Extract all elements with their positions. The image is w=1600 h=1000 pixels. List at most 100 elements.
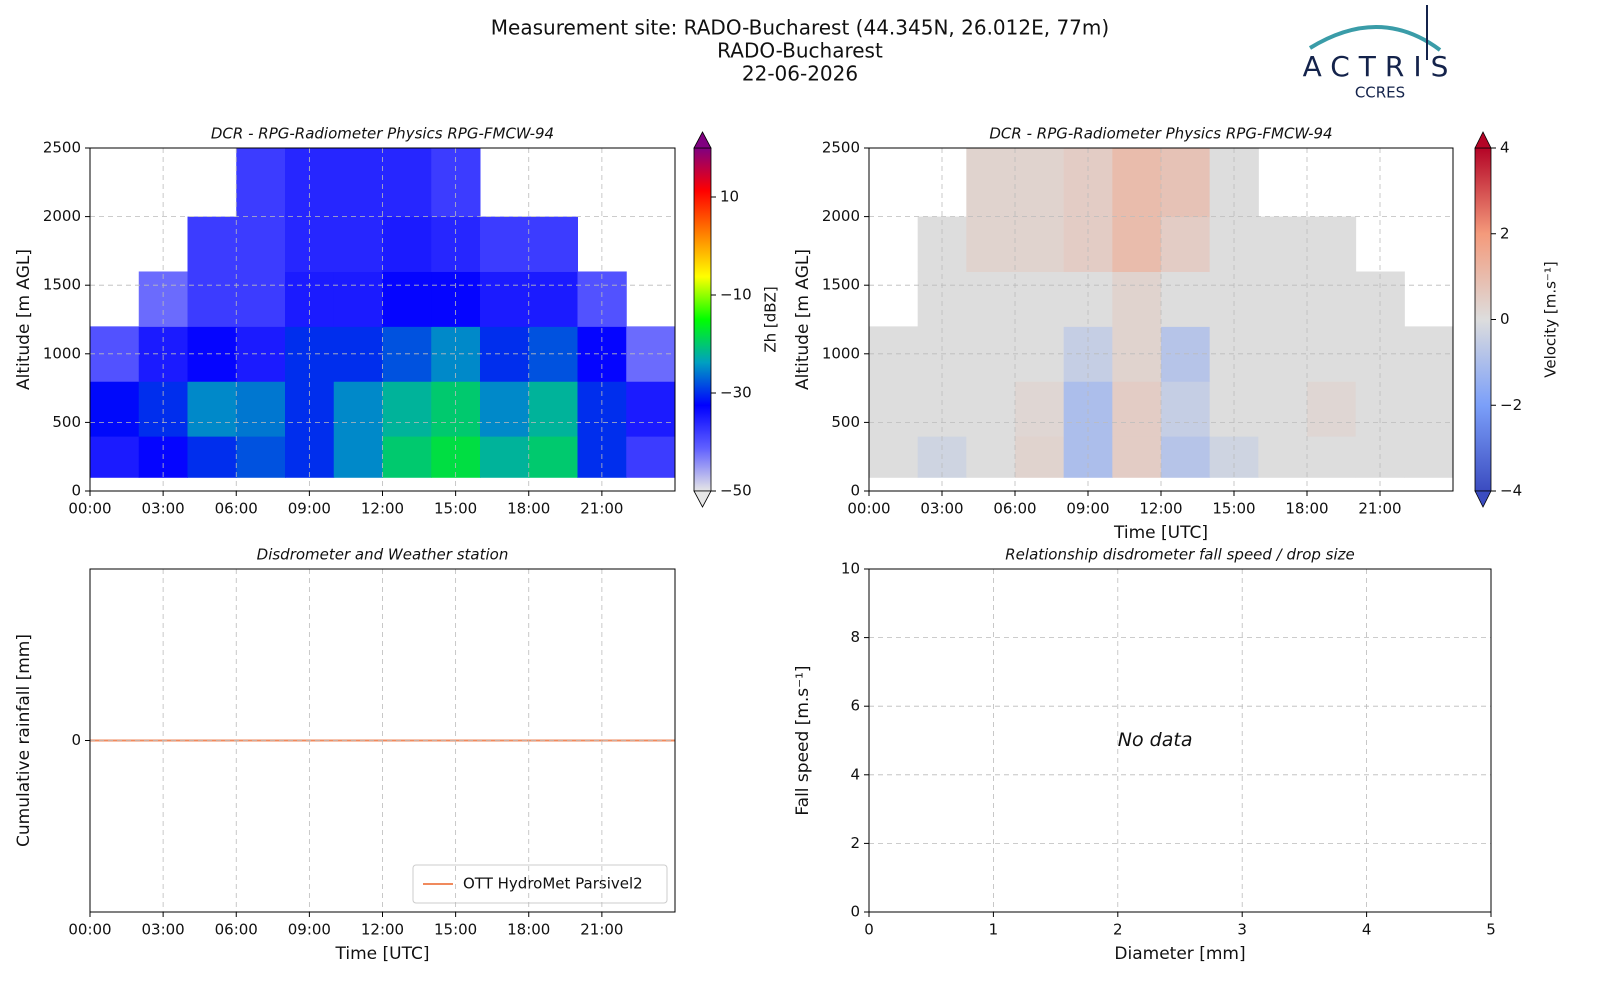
axes-frame [89, 568, 676, 913]
heatmap-cell [869, 381, 919, 437]
heatmap-cell [528, 271, 578, 327]
heatmap-cell [1258, 436, 1308, 478]
x-tick-label: 21:00 [580, 921, 623, 939]
heatmap-cell [431, 216, 481, 272]
y-tick-label: 4 [850, 765, 860, 783]
colorbar-tick-label: −10 [720, 286, 752, 304]
colorbar-tick-label: 4 [1500, 139, 1510, 157]
colorbar-label: Zh [dBZ] [762, 286, 780, 352]
heatmap-cell [1161, 436, 1211, 478]
heatmap-cell [1161, 271, 1211, 327]
x-tick-label: 0 [864, 921, 874, 939]
logo: ACTRIS CCRES [1303, 5, 1458, 102]
x-tick-label: 3 [1237, 921, 1247, 939]
heatmap-cell [333, 326, 383, 382]
heatmap-cell [1161, 381, 1211, 437]
heatmap-cell [382, 381, 432, 437]
heatmap-cell [966, 436, 1016, 478]
colorbar-extend [693, 490, 712, 508]
heatmap-cell [480, 436, 530, 478]
heatmap-cell [1112, 326, 1162, 382]
x-tick-label: 15:00 [1212, 500, 1255, 518]
colorbar-tick-label: −30 [720, 384, 752, 402]
heatmap-cell [480, 381, 530, 437]
heatmap-cell [285, 271, 335, 327]
heatmap-cell [966, 381, 1016, 437]
chart-title: Relationship disdrometer fall speed / dr… [1005, 546, 1355, 564]
heatmap-cell [528, 381, 578, 437]
x-tick-label: 03:00 [920, 500, 963, 518]
x-tick-label: 00:00 [68, 500, 111, 518]
heatmap-cell [577, 271, 627, 327]
legend-label: OTT HydroMet Parsivel2 [463, 875, 643, 893]
logo-subtext: CCRES [1355, 84, 1405, 102]
heatmap-cell [626, 436, 676, 478]
colorbar-tick-label: 10 [720, 188, 739, 206]
colorbar-extend [1474, 131, 1492, 149]
axes-frame [89, 147, 676, 492]
y-tick-label: 6 [850, 697, 860, 715]
heatmap-cell [869, 436, 919, 478]
x-tick-label: 03:00 [142, 500, 185, 518]
heatmap-cell [966, 216, 1016, 272]
x-tick-label: 1 [989, 921, 999, 939]
heatmap-cell [90, 381, 140, 437]
heatmap-cell [333, 271, 383, 327]
heatmap-cell [333, 381, 383, 437]
colorbar-extend [1474, 490, 1492, 508]
heatmap-cell [626, 381, 676, 437]
x-tick-label: 2 [1113, 921, 1123, 939]
heatmap-cell [1258, 216, 1308, 272]
heatmap-cell [1112, 381, 1162, 437]
figure-title: RADO-Bucharest [717, 39, 883, 63]
colorbar-tick-label: 2 [1500, 224, 1510, 242]
plot-area [90, 148, 676, 478]
heatmap-cell [236, 271, 286, 327]
heatmap-cell [1161, 216, 1211, 272]
x-axis-label: Time [UTC] [335, 944, 430, 964]
x-tick-label: 21:00 [1358, 500, 1401, 518]
x-tick-label: 18:00 [1285, 500, 1328, 518]
heatmap-cell [1112, 436, 1162, 478]
heatmap-cell [1063, 271, 1113, 327]
y-axis-label: Altitude [m AGL] [793, 249, 813, 390]
heatmap-cell [966, 148, 1016, 218]
x-axis-label: Time [UTC] [1113, 523, 1208, 543]
heatmap-cell [90, 326, 140, 382]
y-tick-label: 2500 [43, 139, 81, 157]
heatmap-cell [1404, 381, 1454, 437]
heatmap-cell [917, 271, 967, 327]
x-tick-label: 4 [1362, 921, 1372, 939]
heatmap-cell [528, 436, 578, 478]
y-axis-label: Cumulative rainfall [mm] [14, 634, 34, 847]
y-tick-label: 1000 [43, 344, 81, 362]
y-axis-label: Fall speed [m.s⁻¹] [793, 665, 813, 815]
y-tick-label: 0 [850, 903, 860, 921]
y-tick-label: 1000 [822, 344, 860, 362]
y-tick-label: 2 [850, 834, 860, 852]
x-axis-label: Diameter [mm] [1114, 944, 1245, 964]
x-tick-label: 12:00 [361, 921, 404, 939]
x-tick-label: 15:00 [434, 500, 477, 518]
chart-title: DCR - RPG-Radiometer Physics RPG-FMCW-94 [211, 125, 554, 143]
y-tick-label: 1500 [822, 276, 860, 294]
heatmap-cell [917, 216, 967, 272]
colorbar-label: Velocity [m.s⁻¹] [1542, 261, 1560, 377]
heatmap-cell [138, 271, 188, 327]
heatmap-cell [236, 381, 286, 437]
figure-title: Measurement site: RADO-Bucharest (44.345… [491, 16, 1109, 40]
y-tick-label: 2000 [822, 207, 860, 225]
y-tick-label: 500 [831, 413, 860, 431]
heatmap-cell [1015, 381, 1065, 437]
x-tick-label: 03:00 [142, 921, 185, 939]
figure-title: 22-06-2026 [742, 62, 858, 86]
heatmap-cell [236, 436, 286, 478]
x-tick-label: 12:00 [1139, 500, 1182, 518]
logo-text: ACTRIS [1303, 50, 1458, 83]
colorbar [693, 147, 712, 492]
y-tick-label: 0 [71, 731, 81, 749]
logo-arc [1308, 25, 1442, 52]
y-tick-label: 0 [71, 482, 81, 500]
heatmap-cell [236, 216, 286, 272]
